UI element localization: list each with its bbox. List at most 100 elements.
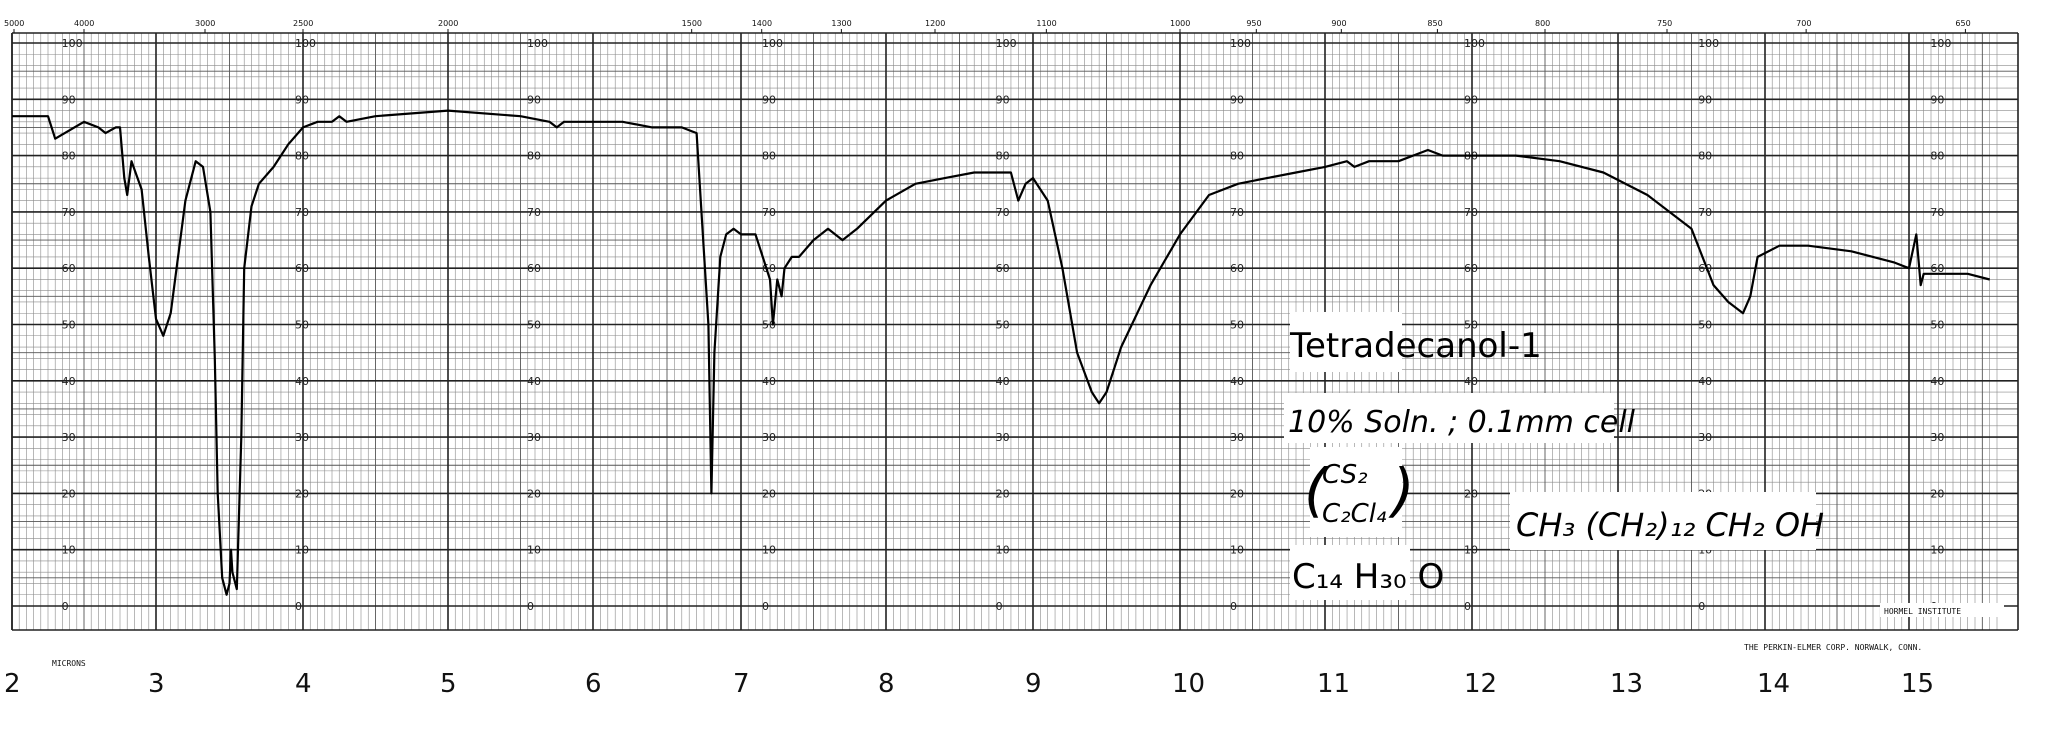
micron-tick-label: 9 [1025, 669, 1042, 699]
percent-tick-label: 0 [1230, 600, 1237, 613]
percent-tick-label: 20 [762, 487, 776, 500]
percent-tick-label: 10 [762, 544, 776, 557]
percent-tick-label: 30 [1930, 431, 1944, 444]
percent-tick-label: 70 [62, 206, 76, 219]
percent-tick-label: 100 [527, 37, 548, 50]
percent-tick-label: 10 [1930, 544, 1944, 557]
percent-tick-label: 40 [1930, 375, 1944, 388]
percent-tick-label: 100 [1464, 37, 1485, 50]
percent-tick-label: 0 [996, 600, 1003, 613]
percent-tick-label: 60 [1230, 262, 1244, 275]
percent-tick-label: 10 [527, 544, 541, 557]
wavenumber-tick-label: 700 [1796, 19, 1811, 28]
percent-tick-label: 50 [1698, 319, 1712, 332]
wavenumber-tick-label: 5000 [4, 19, 24, 28]
percent-tick-label: 60 [527, 262, 541, 275]
percent-tick-label: 20 [527, 487, 541, 500]
percent-tick-label: 80 [996, 150, 1010, 163]
micron-tick-label: 2 [4, 669, 21, 699]
percent-tick-label: 30 [1230, 431, 1244, 444]
percent-tick-label: 60 [996, 262, 1010, 275]
percent-tick-label: 70 [1230, 206, 1244, 219]
micron-tick-label: 3 [148, 669, 165, 699]
solvent-note-bottom: C₂Cl₄ [1322, 499, 1387, 529]
spectrum-series-line [12, 109, 1990, 596]
percent-tick-label: 50 [62, 319, 76, 332]
percent-tick-label: 60 [1930, 262, 1944, 275]
micron-tick-label: 11 [1317, 669, 1350, 699]
percent-tick-label: 90 [762, 93, 776, 106]
percent-tick-label: 70 [295, 206, 309, 219]
percent-tick-label: 90 [62, 93, 76, 106]
wavenumber-tick-label: 1200 [925, 19, 945, 28]
percent-tick-label: 10 [1464, 544, 1478, 557]
percent-tick-label: 70 [762, 206, 776, 219]
solvent-paren-left: ( [1304, 456, 1329, 524]
percent-tick-label: 80 [295, 150, 309, 163]
percent-tick-label: 60 [62, 262, 76, 275]
micron-tick-label: 10 [1172, 669, 1205, 699]
wavenumber-tick-label: 1300 [831, 19, 851, 28]
percent-tick-label: 100 [762, 37, 783, 50]
wavenumber-tick-label: 900 [1331, 19, 1346, 28]
wavenumber-tick-label: 800 [1535, 19, 1550, 28]
percent-tick-label: 70 [527, 206, 541, 219]
wavenumber-tick-label: 3000 [195, 19, 215, 28]
micron-tick-label: 12 [1464, 669, 1497, 699]
percent-tick-label: 20 [996, 487, 1010, 500]
wavenumber-tick-label: 950 [1246, 19, 1261, 28]
percent-tick-label: 80 [62, 150, 76, 163]
wavenumber-tick-label: 850 [1427, 19, 1442, 28]
percent-tick-label: 30 [295, 431, 309, 444]
percent-tick-label: 20 [1930, 487, 1944, 500]
percent-tick-label: 90 [1464, 93, 1478, 106]
percent-tick-label: 90 [1230, 93, 1244, 106]
percent-tick-label: 80 [1930, 150, 1944, 163]
percent-tick-label: 10 [1230, 544, 1244, 557]
percent-tick-label: 20 [295, 487, 309, 500]
percent-tick-label: 30 [1698, 431, 1712, 444]
percent-tick-label: 40 [1464, 375, 1478, 388]
percent-tick-label: 40 [1698, 375, 1712, 388]
percent-tick-label: 60 [1464, 262, 1478, 275]
percent-tick-label: 50 [295, 319, 309, 332]
percent-tick-label: 90 [295, 93, 309, 106]
percent-tick-label: 80 [762, 150, 776, 163]
solution-note: 10% Soln. ; 0.1mm cell [1288, 405, 1636, 440]
percent-tick-label: 10 [295, 544, 309, 557]
percent-tick-label: 50 [1930, 319, 1944, 332]
institute-stamp: HORMEL INSTITUTE [1884, 607, 1961, 616]
molecular-formula: C₁₄ H₃₀ O [1292, 557, 1444, 597]
wavenumber-tick-label: 4000 [74, 19, 94, 28]
micron-tick-label: 14 [1757, 669, 1790, 699]
percent-tick-label: 80 [1230, 150, 1244, 163]
percent-tick-label: 30 [762, 431, 776, 444]
percent-tick-label: 40 [762, 375, 776, 388]
percent-tick-label: 10 [996, 544, 1010, 557]
wavenumber-tick-label: 2500 [293, 19, 313, 28]
percent-tick-label: 20 [1464, 487, 1478, 500]
solvent-paren-right: ) [1388, 456, 1415, 524]
percent-tick-label: 40 [62, 375, 76, 388]
percent-tick-label: 0 [62, 600, 69, 613]
percent-tick-label: 100 [62, 37, 83, 50]
percent-tick-label: 100 [1230, 37, 1251, 50]
percent-tick-label: 0 [762, 600, 769, 613]
wavenumber-tick-label: 1100 [1036, 19, 1056, 28]
percent-tick-label: 40 [996, 375, 1010, 388]
micron-tick-label: 15 [1901, 669, 1934, 699]
percent-tick-label: 50 [1230, 319, 1244, 332]
percent-tick-label: 50 [1464, 319, 1478, 332]
micron-tick-label: 7 [733, 669, 750, 699]
percent-tick-label: 40 [1230, 375, 1244, 388]
wavenumber-tick-label: 2000 [438, 19, 458, 28]
micron-tick-label: 4 [295, 669, 312, 699]
chart-title: Tetradecanol-1 [1289, 326, 1542, 366]
percent-tick-label: 20 [1230, 487, 1244, 500]
wavenumber-tick-label: 750 [1657, 19, 1672, 28]
percent-tick-label: 90 [527, 93, 541, 106]
percent-tick-label: 70 [996, 206, 1010, 219]
percent-tick-label: 100 [1930, 37, 1951, 50]
percent-tick-label: 40 [527, 375, 541, 388]
percent-tick-label: 0 [295, 600, 302, 613]
